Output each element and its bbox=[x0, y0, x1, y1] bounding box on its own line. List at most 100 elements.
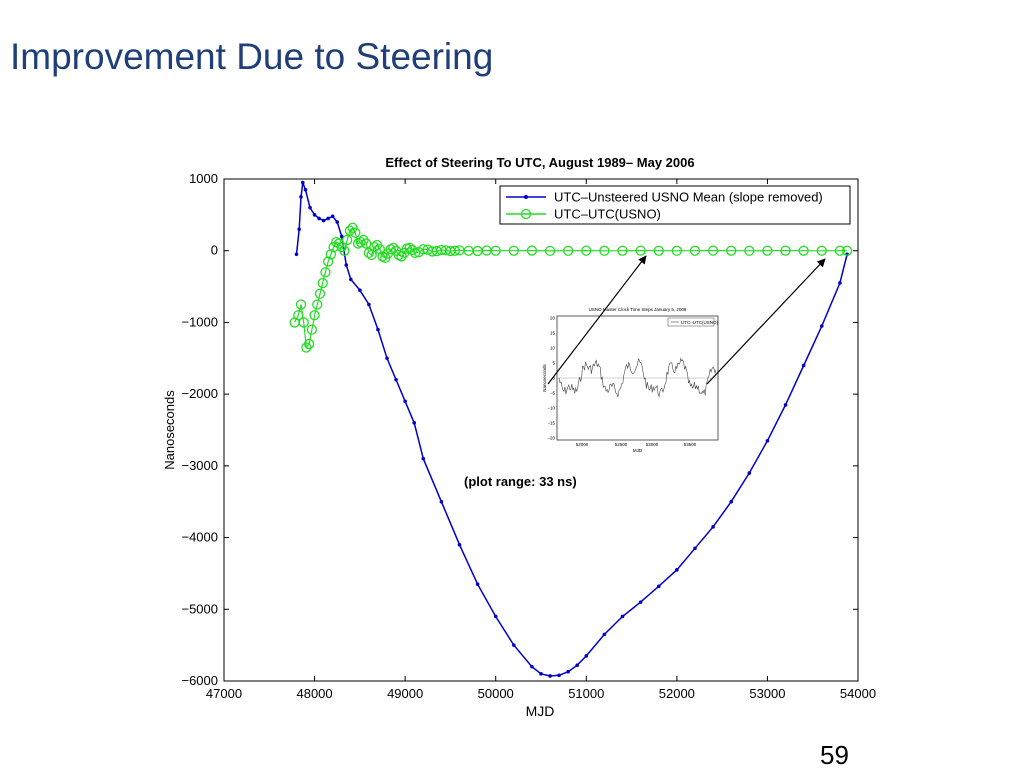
series-point bbox=[363, 247, 375, 259]
inset-x-tick-label: 52500 bbox=[615, 442, 628, 447]
series-point bbox=[526, 245, 538, 256]
x-axis-label: MJD bbox=[526, 703, 555, 719]
series-point bbox=[342, 234, 353, 246]
series-point bbox=[374, 244, 385, 255]
legend-label: UTC–Unsteered USNO Mean (slope removed) bbox=[554, 190, 823, 205]
series-point bbox=[306, 324, 318, 335]
series-point bbox=[339, 234, 344, 239]
series-point bbox=[335, 220, 340, 224]
series-point bbox=[299, 195, 303, 199]
y-tick-label: 1000 bbox=[189, 171, 218, 186]
inset-x-tick-label: 53500 bbox=[684, 442, 697, 447]
series-point bbox=[512, 643, 516, 647]
series-point bbox=[617, 245, 628, 256]
x-tick-label: 53000 bbox=[749, 686, 785, 701]
arrow-to-series-left bbox=[547, 255, 647, 385]
inset-y-tick-label: −15 bbox=[547, 421, 555, 426]
inset-legend-label: UTC–UTC(USNO) bbox=[681, 320, 718, 325]
inset-x-tick-label: 52000 bbox=[576, 442, 589, 447]
inset-x-tick-label: 53000 bbox=[646, 442, 659, 447]
slide-title: Improvement Due to Steering bbox=[10, 36, 494, 77]
y-tick-label: −6000 bbox=[181, 673, 218, 688]
series-point bbox=[320, 267, 331, 278]
series-point bbox=[449, 245, 461, 256]
series-point bbox=[293, 310, 304, 321]
inset-chart: USNO Master Clock Time Steps January 5, … bbox=[540, 300, 728, 453]
series-point bbox=[321, 218, 326, 223]
series-point bbox=[314, 288, 326, 299]
y-tick-label: −3000 bbox=[181, 458, 218, 473]
y-axis-ticks: 1000 0 −1000 −2000 −3000 −4000 −5000 −6000 bbox=[181, 171, 858, 688]
series-point bbox=[798, 245, 809, 256]
x-tick-label: 51000 bbox=[568, 686, 604, 701]
series-point bbox=[412, 421, 417, 425]
series-point bbox=[300, 180, 305, 185]
series-point bbox=[385, 356, 389, 361]
series-point bbox=[548, 674, 552, 678]
series-point bbox=[403, 399, 407, 404]
series-point bbox=[350, 227, 361, 238]
series-point bbox=[312, 213, 317, 217]
series-point bbox=[303, 338, 315, 350]
x-axis-ticks: 47000 48000 49000 50000 51000 52000 53000 54000 bbox=[206, 179, 876, 701]
x-tick-label: 52000 bbox=[659, 686, 695, 701]
series-point bbox=[693, 546, 697, 551]
series-point bbox=[347, 222, 358, 233]
plot-range-annotation: (plot range: 33 ns) bbox=[464, 474, 577, 489]
series-point bbox=[317, 216, 321, 221]
series-point bbox=[439, 499, 444, 504]
inset-y-tick-label: 20 bbox=[550, 316, 556, 321]
series-point bbox=[599, 245, 610, 256]
series-point bbox=[834, 245, 846, 256]
series-point bbox=[620, 614, 625, 619]
series-point bbox=[312, 299, 323, 310]
legend-swatch-marker bbox=[520, 208, 532, 220]
series-point bbox=[726, 245, 737, 256]
legend-label: UTC–UTC(USNO) bbox=[554, 207, 661, 222]
inset-y-tick-label: 0 bbox=[552, 376, 555, 381]
series-point bbox=[671, 245, 683, 256]
inset-y-tick-label: −5 bbox=[550, 391, 556, 396]
series-point bbox=[838, 281, 842, 285]
slide-number: 59 bbox=[820, 740, 849, 770]
inset-trace bbox=[558, 357, 717, 398]
series-point bbox=[783, 403, 788, 407]
series-point bbox=[816, 245, 827, 256]
x-tick-label: 54000 bbox=[840, 686, 876, 701]
series-point bbox=[367, 302, 371, 307]
series-point bbox=[584, 654, 589, 658]
series-point bbox=[493, 614, 498, 619]
series-point bbox=[602, 632, 607, 637]
series-point bbox=[762, 245, 773, 256]
series-point bbox=[475, 582, 480, 586]
series-point bbox=[744, 245, 755, 256]
series-point bbox=[557, 673, 561, 678]
series-point bbox=[330, 214, 335, 219]
chart-title: Effect of Steering To UTC, August 1989– … bbox=[385, 155, 694, 170]
series-point bbox=[508, 245, 519, 256]
x-tick-label: 48000 bbox=[296, 686, 332, 701]
series-point bbox=[653, 245, 664, 256]
series-point bbox=[544, 245, 556, 257]
legend-swatch-marker bbox=[524, 195, 528, 199]
series-point bbox=[707, 245, 719, 256]
series-point bbox=[303, 187, 308, 192]
series-point bbox=[388, 242, 399, 253]
legend-box bbox=[499, 185, 851, 225]
series-point bbox=[344, 225, 356, 236]
x-tick-label: 47000 bbox=[206, 686, 242, 701]
series-point bbox=[294, 252, 299, 257]
series-point bbox=[638, 600, 643, 604]
series-point bbox=[675, 568, 679, 572]
series-point bbox=[780, 245, 791, 256]
series-point bbox=[297, 227, 301, 231]
series-point bbox=[819, 324, 824, 328]
inset-y-label: Nanoseconds bbox=[542, 363, 547, 391]
series-point bbox=[298, 317, 309, 328]
series-point bbox=[344, 263, 349, 267]
inset-title: USNO Master Clock Time Steps January 5, … bbox=[589, 307, 687, 312]
series-point bbox=[308, 205, 312, 210]
inset-y-tick-label: −10 bbox=[547, 406, 555, 411]
series-point bbox=[563, 245, 574, 256]
